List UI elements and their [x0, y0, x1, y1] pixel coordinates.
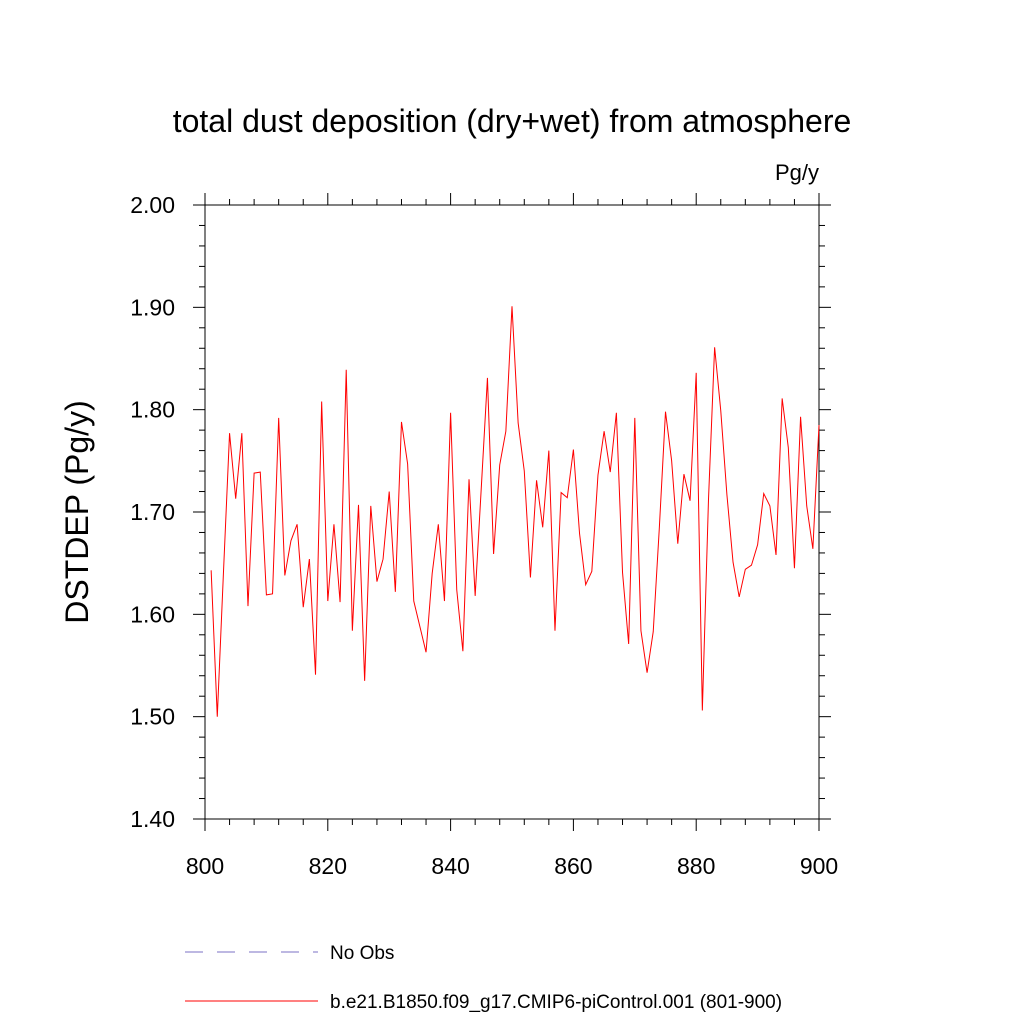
legend-label-picontrol: b.e21.B1850.f09_g17.CMIP6-piControl.001 … — [330, 992, 782, 1013]
x-tick-label: 880 — [677, 853, 715, 879]
units-label: Pg/y — [775, 160, 819, 185]
y-tick-label: 1.90 — [130, 294, 175, 320]
x-tick-labels: 800 820 840 860 880 900 — [186, 853, 838, 879]
plot-frame — [204, 204, 820, 820]
series-layer — [210, 306, 820, 717]
y-tick-label: 1.40 — [130, 806, 175, 832]
chart-title: total dust deposition (dry+wet) from atm… — [173, 103, 852, 139]
y-tick-label: 1.80 — [130, 397, 175, 423]
y-tick-marks — [193, 204, 831, 820]
x-tick-label: 900 — [800, 853, 838, 879]
y-tick-label: 1.60 — [130, 601, 175, 627]
legend: No Obs b.e21.B1850.f09_g17.CMIP6-piContr… — [185, 943, 782, 1013]
y-axis-label: DSTDEP (Pg/y) — [59, 400, 95, 623]
y-tick-label: 1.70 — [130, 499, 175, 525]
x-tick-label: 840 — [431, 853, 469, 879]
x-tick-label: 800 — [186, 853, 224, 879]
x-tick-label: 860 — [554, 853, 592, 879]
y-tick-labels: 1.40 1.50 1.60 1.70 1.80 1.90 2.00 — [130, 192, 175, 832]
y-tick-label: 2.00 — [130, 192, 175, 218]
x-tick-marks — [204, 193, 820, 831]
series-line — [210, 306, 820, 717]
y-tick-label: 1.50 — [130, 704, 175, 730]
x-tick-label: 820 — [309, 853, 347, 879]
legend-label-no-obs: No Obs — [330, 943, 394, 964]
